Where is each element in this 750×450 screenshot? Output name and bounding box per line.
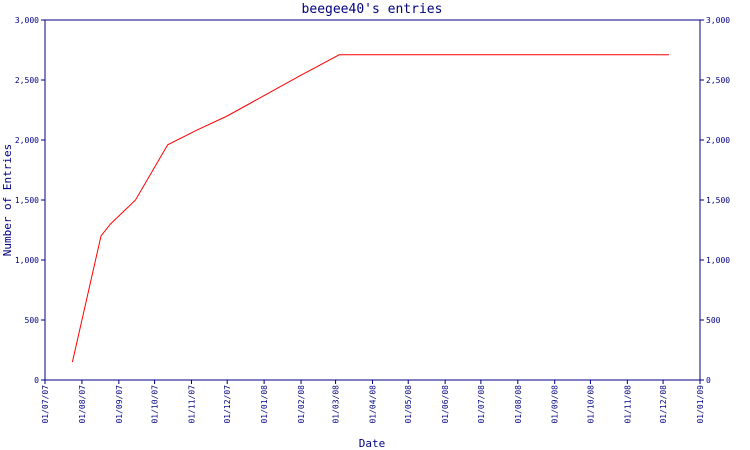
x-tick-label: 01/01/09 [696,385,705,424]
y-tick-label-right: 3,000 [706,16,730,25]
y-tick-label-right: 1,000 [706,256,730,265]
y-tick-label-right: 500 [706,316,721,325]
x-tick-label: 01/08/07 [78,385,87,424]
x-tick-label: 01/03/08 [332,385,341,424]
y-tick-label-right: 2,000 [706,136,730,145]
y-tick-label: 2,500 [15,76,39,85]
x-tick-label: 01/12/08 [659,385,668,424]
y-tick-label: 1,000 [15,256,39,265]
x-tick-label: 01/07/08 [477,385,486,424]
y-axis-title: Number of Entries [1,144,14,257]
x-tick-label: 01/07/07 [41,385,50,424]
y-tick-label: 500 [25,316,40,325]
y-tick-label: 0 [34,376,39,385]
y-tick-label-right: 2,500 [706,76,730,85]
entries-line [71,54,669,363]
y-tick-label-right: 0 [706,376,711,385]
y-tick-label: 2,000 [15,136,39,145]
x-tick-label: 01/02/08 [297,385,306,424]
y-ticks-left: 0 500 1,000 1,500 2,000 2,500 3,000 [15,16,45,385]
x-tick-label: 01/11/08 [623,385,632,424]
x-tick-label: 01/08/08 [514,385,523,424]
chart-title: beegee40's entries [302,2,443,17]
y-tick-label: 3,000 [15,16,39,25]
y-tick-label: 1,500 [15,196,39,205]
x-tick-label: 01/05/08 [404,385,413,424]
x-tick-label: 01/09/08 [551,385,560,424]
x-tick-label: 01/06/08 [441,385,450,424]
y-tick-label-right: 1,500 [706,196,730,205]
x-tick-label: 01/10/07 [151,385,160,424]
x-ticks: 01/07/07 01/08/07 01/09/07 01/10/07 01/11/07… [41,380,705,424]
x-tick-label: 01/10/08 [586,385,595,424]
x-tick-label: 01/09/07 [115,385,124,424]
y-ticks-right: 0 500 1,000 1,500 2,000 2,500 3,000 [700,16,730,385]
x-tick-label: 01/04/08 [369,385,378,424]
x-axis-title: Date [359,437,386,450]
x-tick-label: 01/11/07 [187,385,196,424]
x-tick-label: 01/01/08 [260,385,269,424]
x-tick-label: 01/12/07 [223,385,232,424]
